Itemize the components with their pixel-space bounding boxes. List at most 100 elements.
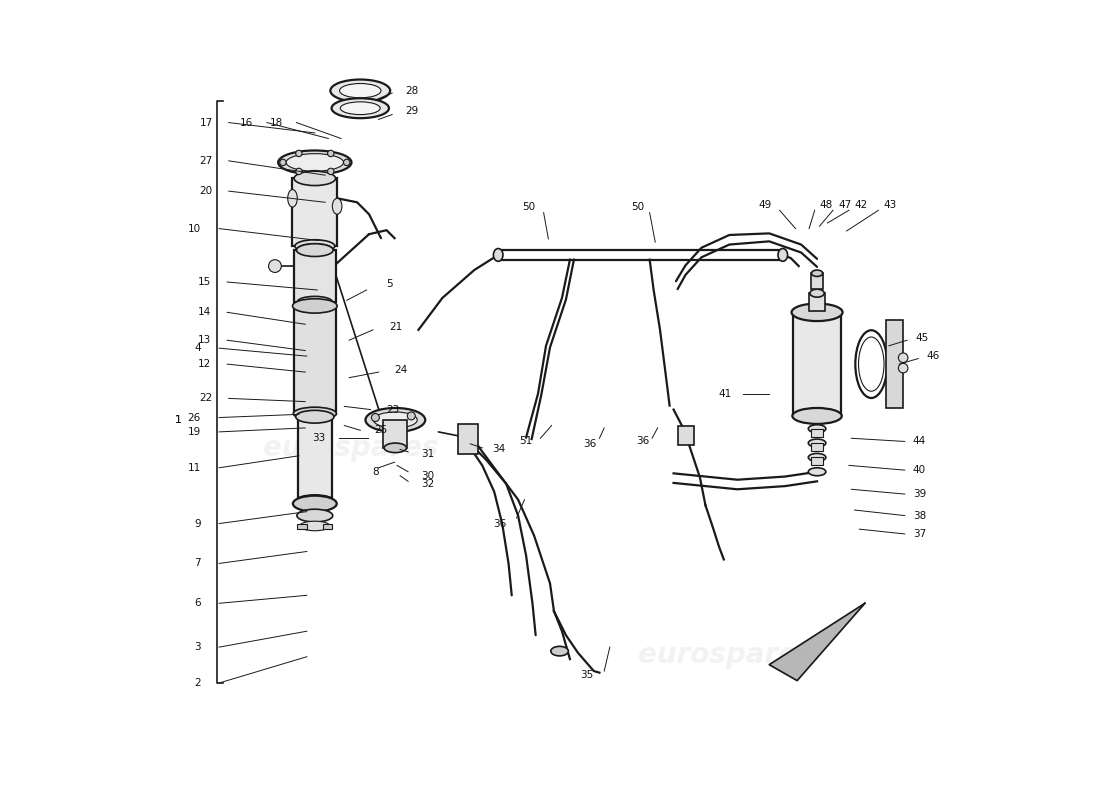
Text: 9: 9 [195,518,201,529]
Text: 10: 10 [188,223,201,234]
Bar [384,420,407,448]
Text: 3: 3 [195,642,201,652]
Text: 1: 1 [175,415,182,425]
Ellipse shape [494,249,503,262]
Ellipse shape [792,408,842,424]
Ellipse shape [808,439,826,447]
Circle shape [899,353,907,362]
Ellipse shape [293,298,337,313]
Bar [298,417,331,501]
Ellipse shape [288,190,297,207]
Text: 49: 49 [758,200,771,210]
Text: 36: 36 [493,518,506,529]
Text: 30: 30 [421,470,434,481]
Ellipse shape [297,244,333,257]
Circle shape [296,168,303,174]
Text: 16: 16 [240,118,253,127]
Ellipse shape [808,425,826,433]
Text: 17: 17 [199,118,212,127]
Text: 11: 11 [188,462,201,473]
Bar [886,320,903,408]
Text: 26: 26 [188,413,201,422]
Text: 40: 40 [913,465,926,475]
Text: eurospares: eurospares [638,641,813,669]
Text: 7: 7 [195,558,201,569]
Ellipse shape [812,270,823,277]
Text: 41: 41 [718,389,732,398]
Ellipse shape [365,408,426,432]
Bar [812,429,823,437]
Ellipse shape [294,407,337,420]
Text: 4: 4 [195,343,201,353]
Text: 20: 20 [199,186,212,196]
Text: 22: 22 [199,394,212,403]
Ellipse shape [778,249,788,262]
Bar [793,312,842,416]
Ellipse shape [306,170,323,178]
Text: 15: 15 [198,277,211,287]
Text: 14: 14 [198,307,211,318]
Bar [322,524,332,529]
Bar [812,274,823,289]
Bar [294,306,335,414]
Circle shape [268,260,282,273]
Text: 29: 29 [405,106,418,117]
Text: 27: 27 [199,156,212,166]
Ellipse shape [286,154,343,171]
Text: 42: 42 [855,200,868,210]
Text: 43: 43 [883,200,896,210]
Text: 31: 31 [421,450,434,459]
Text: 51: 51 [519,437,532,446]
Text: 50: 50 [522,202,536,212]
Bar [812,443,823,451]
Ellipse shape [330,79,390,102]
Text: 25: 25 [375,426,388,435]
Text: 18: 18 [270,118,283,127]
Ellipse shape [278,150,352,174]
Circle shape [899,363,907,373]
Ellipse shape [340,102,381,114]
Ellipse shape [551,646,569,656]
Text: eurospares: eurospares [263,434,439,462]
Bar [810,293,825,310]
Text: 5: 5 [386,279,393,290]
Ellipse shape [808,468,826,476]
Ellipse shape [297,510,333,522]
Ellipse shape [384,443,407,453]
Text: 8: 8 [372,466,378,477]
Ellipse shape [297,495,333,506]
Bar [297,524,307,529]
Text: 13: 13 [198,335,211,346]
Circle shape [328,150,334,157]
Text: 19: 19 [188,427,201,437]
Text: 36: 36 [637,437,650,446]
Text: 28: 28 [405,86,418,96]
Text: 39: 39 [913,489,926,499]
Text: 21: 21 [389,322,403,332]
Text: 36: 36 [583,439,596,449]
Ellipse shape [808,454,826,462]
Text: 44: 44 [913,437,926,446]
Circle shape [343,159,350,166]
Text: 45: 45 [915,333,928,343]
Text: 47: 47 [838,200,851,210]
Bar [459,424,478,454]
Ellipse shape [294,171,335,186]
Text: 32: 32 [421,478,434,489]
Text: 50: 50 [631,202,645,212]
Ellipse shape [373,412,417,428]
Ellipse shape [295,240,334,253]
Ellipse shape [293,496,337,512]
Ellipse shape [332,198,342,214]
Text: 38: 38 [913,510,926,521]
Bar [678,426,693,446]
Text: 6: 6 [195,598,201,608]
Bar [293,178,337,246]
Circle shape [279,159,286,166]
Ellipse shape [792,303,843,321]
Ellipse shape [296,410,334,423]
Text: 35: 35 [581,670,594,680]
Circle shape [296,150,303,157]
Circle shape [372,414,379,422]
Text: 33: 33 [312,434,326,443]
